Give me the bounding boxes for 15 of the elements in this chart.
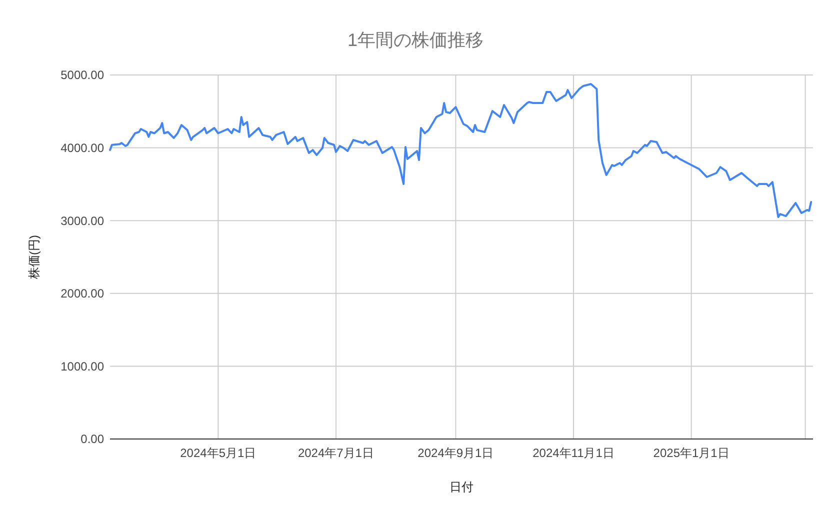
y-tick-label: 3000.00: [60, 214, 104, 228]
x-tick-label: 2024年9月1日: [418, 446, 494, 460]
y-tick-label: 4000.00: [60, 141, 104, 155]
x-tick-label: 2025年1月1日: [653, 446, 730, 460]
y-tick-label: 1000.00: [60, 359, 104, 374]
x-tick-label: 2024年5月1日: [180, 446, 256, 460]
y-tick-label: 5000.00: [60, 68, 104, 82]
x-axis-title: 日付: [450, 480, 474, 494]
line-series: [109, 83, 812, 218]
y-axis-title: 株価(円): [27, 235, 41, 280]
y-tick-label: 2000.00: [60, 286, 104, 301]
x-tick-label: 2024年11月1日: [532, 446, 614, 460]
y-tick-label: 0.00: [80, 432, 104, 446]
chart-title: 1年間の株価推移: [347, 30, 484, 50]
x-tick-label: 2024年7月1日: [298, 446, 374, 460]
